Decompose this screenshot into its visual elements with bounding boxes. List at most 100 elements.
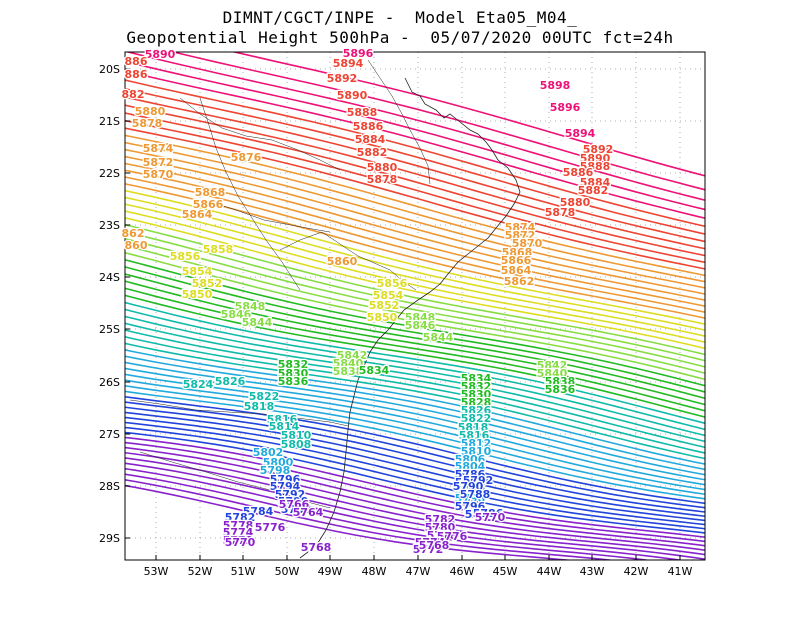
contour-line [125, 384, 705, 496]
coastline-path [299, 77, 521, 559]
contour-label: 5826 [215, 375, 246, 388]
contour-label: 5838 [545, 375, 576, 388]
contour-label: 5834 [461, 372, 492, 385]
contour-label: 5768 [301, 541, 332, 554]
contour-label: 5882 [357, 146, 388, 159]
contour-line [125, 183, 705, 319]
contour-label: 882 [122, 88, 145, 101]
contour-label: 5876 [231, 151, 262, 164]
contour-label: 5838 [333, 365, 364, 378]
contour-line [125, 484, 576, 560]
contour-line [125, 436, 705, 538]
contour-label: 5796 [455, 500, 486, 513]
contour-line [125, 355, 705, 471]
contour-line [125, 401, 705, 509]
contour-label: 5770 [475, 511, 506, 524]
contour-line [125, 462, 705, 560]
contour-line [125, 329, 705, 449]
contour-line [125, 148, 705, 289]
contour-label: 5844 [423, 331, 454, 344]
contour-label: 886 [125, 55, 148, 68]
contour-label: 5768 [419, 539, 450, 552]
lat-tick-label: 22S [99, 167, 120, 180]
contour-label: 5894 [565, 127, 596, 140]
contour-label: 5800 [455, 484, 486, 497]
contour-line [125, 230, 705, 362]
contour-label: 5880 [367, 161, 398, 174]
contour-label: 5780 [0, 0, 16, 3]
contour-line [230, 52, 705, 177]
lat-tick-label: 29S [99, 532, 120, 545]
contour-label: 5858 [203, 243, 234, 256]
contour-line [125, 342, 705, 460]
contour-line [125, 237, 705, 368]
contour-label: 5836 [278, 375, 309, 388]
contour-line [125, 104, 705, 250]
contour-label: 5774 [223, 526, 254, 539]
contour-line [125, 446, 705, 547]
lat-tick-label: 21S [99, 115, 120, 128]
contour-line [125, 416, 705, 522]
contour-label: 5850 [182, 288, 213, 301]
contour-line [125, 273, 705, 400]
contour-label: 5880 [135, 105, 166, 118]
lon-tick-label: 53W [144, 565, 169, 578]
contour-label: 5848 [405, 311, 436, 324]
contour-line [125, 457, 705, 556]
contour-label: 5816 [267, 413, 298, 426]
contour-label: 5780 [425, 521, 456, 534]
chart-title-line2: Geopotential Height 500hPa - 05/07/2020 … [126, 28, 674, 47]
contour-label: 5890 [145, 48, 176, 61]
contour-label: 5804 [455, 460, 486, 473]
lat-tick-label: 27S [99, 428, 120, 441]
contour-label: 5890 [580, 152, 611, 165]
contour-label: 5854 [373, 289, 404, 302]
contour-label: 5776 [437, 530, 468, 543]
contour-line [125, 421, 705, 526]
contour-label: 5854 [182, 265, 213, 278]
contour-line [125, 162, 705, 301]
contour-line [125, 322, 705, 443]
contour-label: 5788 [281, 503, 312, 516]
coastline [129, 59, 521, 559]
contour-line [125, 217, 705, 350]
contour-label: 5776 [255, 521, 286, 534]
contour-line [125, 287, 705, 412]
contour-label: 5878 [367, 173, 398, 186]
contour-label: 5786 [473, 507, 504, 520]
contour-label: 5772 [413, 543, 444, 556]
lon-tick-label: 41W [668, 565, 693, 578]
contour-line [125, 301, 705, 425]
contour-label: 5884 [580, 176, 611, 189]
contour-label: 5844 [242, 316, 273, 329]
contour-line [125, 395, 705, 505]
contour-line [125, 223, 705, 356]
contour-label: 5856 [170, 250, 201, 263]
state-border-5 [129, 399, 349, 427]
contour-line [125, 266, 705, 393]
contour-label: 5874 [505, 221, 536, 234]
contour-label: 5800 [263, 456, 294, 469]
contour-label: 5884 [355, 133, 386, 146]
contour-line [125, 203, 705, 338]
contour-label: 5778 [223, 519, 254, 532]
chart-title-line1: DIMNT/CGCT/INPE - Model Eta05_M04_ [222, 8, 578, 27]
lon-tick-label: 43W [580, 565, 605, 578]
contour-label: 5886 [563, 166, 594, 179]
contour-label: 5794 [270, 480, 301, 493]
lat-tick-label: 26S [99, 376, 120, 389]
contour-line [125, 210, 705, 344]
contour-lines [125, 52, 705, 560]
contour-line [125, 52, 705, 201]
river-border [199, 97, 301, 291]
contour-label: 5864 [501, 264, 532, 277]
lat-tick-label: 23S [99, 219, 120, 232]
contour-label: 5824 [183, 378, 214, 391]
contour-label: 5866 [501, 254, 532, 267]
contour-label: 5892 [583, 143, 614, 156]
lat-tick-label: 20S [99, 63, 120, 76]
contour-label: 5782 [425, 513, 456, 526]
contour-line [125, 431, 705, 534]
contour-label: 5828 [461, 396, 492, 409]
lat-tick-label: 24S [99, 271, 120, 284]
